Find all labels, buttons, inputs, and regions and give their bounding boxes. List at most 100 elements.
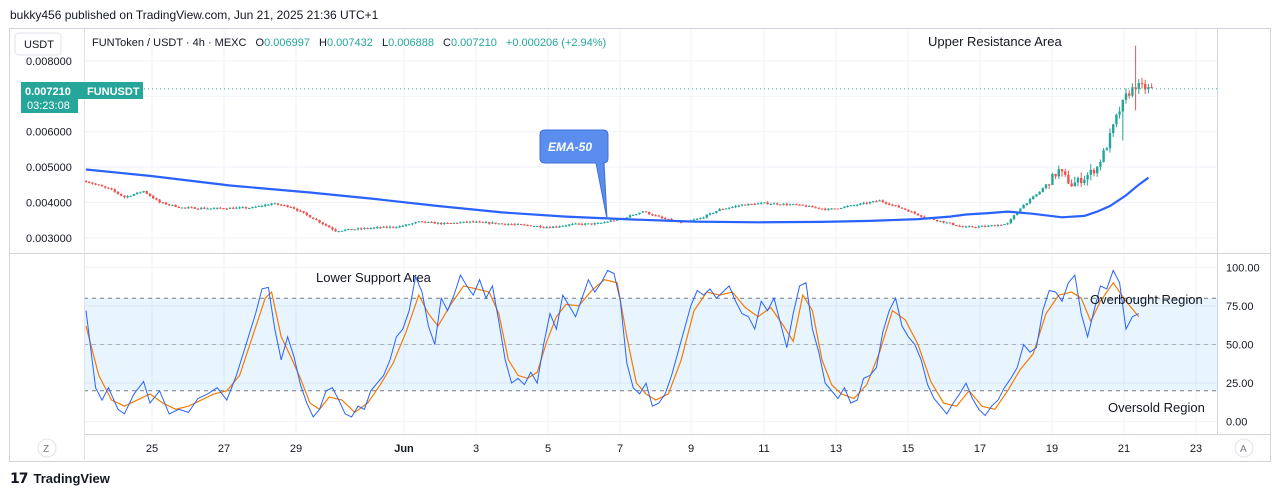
- candle: [491, 221, 494, 225]
- candle: [763, 202, 766, 204]
- legend-symbol[interactable]: FUNToken / USDT · 4h · MEXC: [92, 37, 246, 49]
- candle: [443, 222, 446, 225]
- candle: [612, 219, 616, 222]
- candle: [193, 207, 196, 209]
- candle: [155, 197, 158, 201]
- candle: [206, 207, 209, 210]
- candle: [452, 222, 456, 224]
- candle: [244, 206, 248, 210]
- candle: [536, 225, 539, 227]
- candle: [200, 207, 203, 210]
- candle: [257, 205, 260, 208]
- candle: [324, 223, 328, 227]
- price-tag-value: 0.007210: [25, 86, 71, 98]
- candle: [196, 208, 200, 210]
- candle: [88, 181, 91, 184]
- candle: [270, 202, 273, 206]
- candle: [1006, 222, 1009, 226]
- time-axis[interactable]: 25 27 29 Jun 3 5 7 9 11 13 15 17 19 21 23: [146, 443, 1202, 455]
- candle: [1134, 45, 1137, 111]
- candle: [718, 208, 721, 212]
- candle: [603, 221, 606, 224]
- candle: [299, 209, 302, 212]
- candle: [385, 225, 388, 229]
- price-tag: 0.007210 FUNUSDT 03:23:08: [21, 82, 143, 113]
- candle: [488, 221, 491, 225]
- candle: [171, 204, 174, 207]
- candle: [664, 216, 667, 220]
- candle: [827, 208, 830, 211]
- stoch-d-line: [85, 279, 1140, 414]
- candle: [1099, 159, 1102, 171]
- currency-button[interactable]: USDT: [14, 32, 62, 56]
- candle: [894, 204, 897, 207]
- candle: [715, 211, 718, 214]
- candle: [814, 206, 817, 209]
- candle: [952, 222, 955, 226]
- candle: [913, 210, 916, 215]
- candle: [526, 224, 529, 227]
- candle: [225, 207, 228, 210]
- candle: [900, 207, 904, 209]
- candle: [1000, 224, 1003, 226]
- auto-scale-button-label[interactable]: A: [1240, 444, 1247, 455]
- candle: [606, 221, 609, 223]
- candle: [241, 206, 244, 209]
- currency-button-label[interactable]: USDT: [24, 39, 54, 51]
- price-pane[interactable]: [84, 29, 1217, 252]
- time-tick-label: 21: [1118, 443, 1130, 455]
- candle: [219, 206, 222, 209]
- candle: [1105, 146, 1108, 151]
- candle: [376, 226, 379, 229]
- candle: [417, 221, 420, 223]
- candle: [779, 204, 782, 206]
- candle: [481, 221, 484, 223]
- oversold-region-label: Oversold Region: [1108, 400, 1205, 415]
- candle: [318, 219, 321, 224]
- auto-scale-button[interactable]: A: [1234, 438, 1254, 458]
- candle: [1102, 148, 1105, 163]
- candle: [139, 191, 142, 194]
- svg-text:FUNToken / USDT · 4h · MEXC: FUNToken / USDT · 4h · MEXC O0.006997 H0…: [92, 37, 606, 49]
- candle: [238, 206, 241, 210]
- time-tick-label: 23: [1190, 443, 1202, 455]
- candle: [916, 213, 920, 216]
- candle: [801, 204, 804, 206]
- stoch-k-line: [85, 269, 1140, 418]
- candle: [353, 229, 356, 231]
- candle: [446, 222, 449, 224]
- timezone-button-label[interactable]: Z: [43, 444, 49, 455]
- candle: [228, 207, 232, 209]
- candle: [308, 214, 312, 218]
- candle: [657, 214, 660, 217]
- candle: [740, 204, 744, 207]
- osc-tick-label: 25.00: [1226, 378, 1254, 390]
- candle: [180, 207, 184, 209]
- candle: [555, 225, 558, 228]
- candle: [520, 223, 523, 226]
- candle: [424, 221, 427, 224]
- footer-brand[interactable]: 𝟭𝟳 TradingView: [10, 470, 110, 487]
- candle: [1076, 176, 1080, 187]
- oscillator-pane[interactable]: [84, 255, 1217, 434]
- candle: [174, 204, 177, 208]
- publish-header: bukky456 published on TradingView.com, J…: [10, 8, 379, 22]
- candle: [724, 208, 728, 210]
- timezone-button[interactable]: Z: [37, 438, 57, 458]
- candle: [721, 208, 724, 211]
- candle: [276, 203, 280, 206]
- candle: [660, 215, 664, 220]
- candle: [100, 184, 104, 187]
- candle: [1060, 169, 1064, 177]
- candle: [539, 224, 542, 229]
- candle: [756, 202, 760, 205]
- footer-brand-label: TradingView: [33, 471, 110, 486]
- symbol-legend[interactable]: FUNToken / USDT · 4h · MEXC O0.006997 H0…: [92, 37, 606, 49]
- candle: [235, 206, 238, 209]
- time-tick-label: Jun: [394, 443, 414, 455]
- candle: [545, 225, 548, 229]
- ema-callout[interactable]: EMA-50: [539, 129, 609, 220]
- price-tick-label: 0.005000: [26, 162, 72, 174]
- oscillator-axis[interactable]: 0.00 25.00 50.00 75.00 100.00: [1226, 262, 1260, 428]
